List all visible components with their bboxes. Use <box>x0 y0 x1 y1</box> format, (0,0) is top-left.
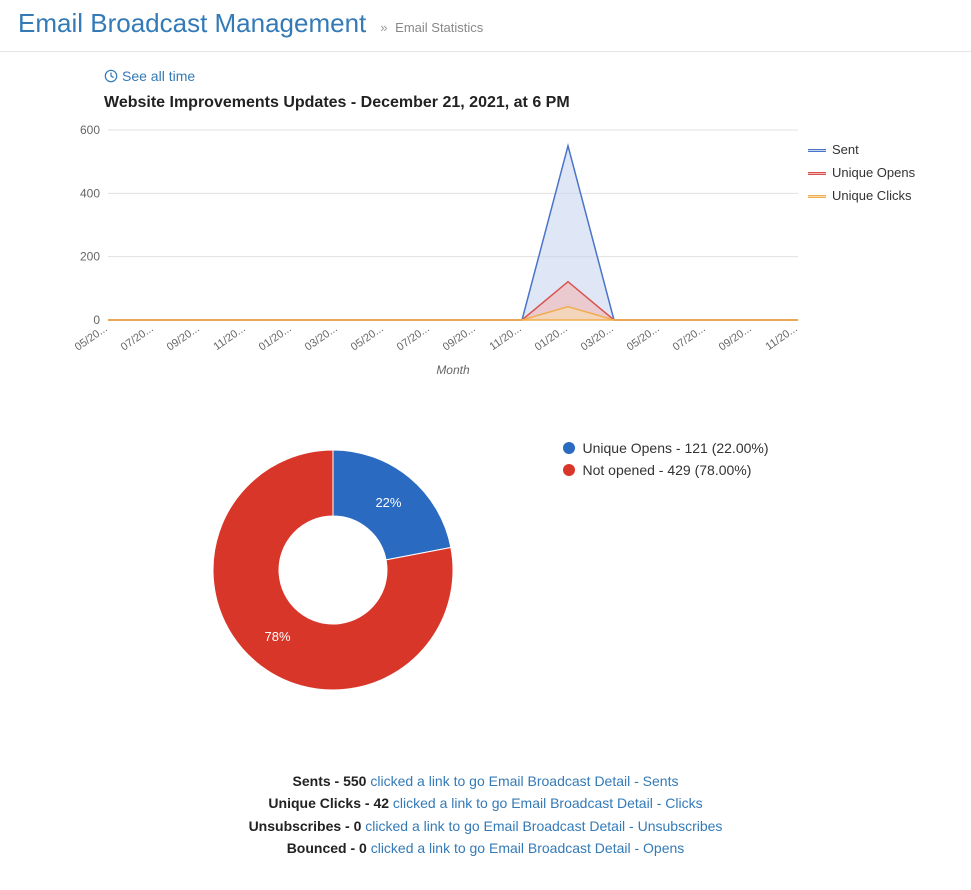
line-chart-title: Website Improvements Updates - December … <box>104 94 953 112</box>
legend-item[interactable]: Unique Clicks <box>808 188 915 203</box>
stat-line: Bounced - 0 clicked a link to go Email B… <box>18 837 953 859</box>
donut-chart: 22% 78% <box>203 440 463 700</box>
svg-text:05/20...: 05/20... <box>73 323 110 354</box>
svg-text:09/20...: 09/20... <box>717 323 754 354</box>
legend-swatch <box>808 149 826 152</box>
line-chart-legend: Sent Unique Opens Unique Clicks <box>808 142 915 211</box>
legend-label: Unique Clicks <box>832 188 911 203</box>
legend-dot <box>563 442 575 454</box>
svg-text:09/20...: 09/20... <box>165 323 202 354</box>
stat-label: Unsubscribes - 0 <box>249 818 366 834</box>
see-all-time-label: See all time <box>122 68 195 84</box>
svg-text:600: 600 <box>80 123 100 137</box>
svg-text:05/20...: 05/20... <box>625 323 662 354</box>
line-chart-container: 020040060005/20...07/20...09/20...11/20.… <box>18 120 953 380</box>
stat-link[interactable]: clicked a link to go Email Broadcast Det… <box>370 773 678 789</box>
svg-text:78%: 78% <box>264 629 290 644</box>
legend-item[interactable]: Sent <box>808 142 915 157</box>
svg-text:01/20...: 01/20... <box>533 323 570 354</box>
donut-legend-item[interactable]: Unique Opens - 121 (22.00%) <box>563 440 769 456</box>
svg-text:Month: Month <box>436 363 470 377</box>
svg-text:11/20...: 11/20... <box>211 323 247 353</box>
stat-line: Unsubscribes - 0 clicked a link to go Em… <box>18 815 953 837</box>
svg-text:200: 200 <box>80 250 100 264</box>
stat-link[interactable]: clicked a link to go Email Broadcast Det… <box>371 840 685 856</box>
svg-text:400: 400 <box>80 186 100 200</box>
stat-label: Bounced - 0 <box>287 840 371 856</box>
clock-icon <box>104 69 118 83</box>
line-chart: 020040060005/20...07/20...09/20...11/20.… <box>18 120 808 380</box>
stat-label: Unique Clicks - 42 <box>268 795 392 811</box>
legend-swatch <box>808 172 826 175</box>
legend-label: Sent <box>832 142 859 157</box>
svg-text:05/20...: 05/20... <box>349 323 386 354</box>
stat-line: Unique Clicks - 42 clicked a link to go … <box>18 792 953 814</box>
donut-chart-legend: Unique Opens - 121 (22.00%) Not opened - … <box>563 440 769 700</box>
svg-text:07/20...: 07/20... <box>119 323 156 354</box>
svg-text:22%: 22% <box>375 495 401 510</box>
donut-section: 22% 78% Unique Opens - 121 (22.00%) Not op… <box>18 440 953 700</box>
stat-link[interactable]: clicked a link to go Email Broadcast Det… <box>393 795 703 811</box>
svg-text:11/20...: 11/20... <box>763 323 799 353</box>
donut-legend-label: Unique Opens - 121 (22.00%) <box>583 440 769 456</box>
stats-summary: Sents - 550 clicked a link to go Email B… <box>18 770 953 860</box>
svg-text:07/20...: 07/20... <box>671 323 708 354</box>
legend-dot <box>563 464 575 476</box>
breadcrumb-current: Email Statistics <box>395 20 483 35</box>
legend-item[interactable]: Unique Opens <box>808 165 915 180</box>
svg-text:11/20...: 11/20... <box>487 323 523 353</box>
stat-label: Sents - 550 <box>293 773 371 789</box>
svg-text:07/20...: 07/20... <box>395 323 432 354</box>
breadcrumb: » Email Statistics <box>380 20 483 35</box>
svg-text:09/20...: 09/20... <box>441 323 478 354</box>
donut-legend-item[interactable]: Not opened - 429 (78.00%) <box>563 462 769 478</box>
see-all-time-link[interactable]: See all time <box>104 68 953 84</box>
donut-legend-label: Not opened - 429 (78.00%) <box>583 462 752 478</box>
svg-text:03/20...: 03/20... <box>303 323 340 354</box>
page-header: Email Broadcast Management » Email Stati… <box>0 0 971 52</box>
svg-text:03/20...: 03/20... <box>579 323 616 354</box>
svg-text:01/20...: 01/20... <box>257 323 294 354</box>
page-title: Email Broadcast Management <box>18 8 366 39</box>
stat-line: Sents - 550 clicked a link to go Email B… <box>18 770 953 792</box>
legend-label: Unique Opens <box>832 165 915 180</box>
stat-link[interactable]: clicked a link to go Email Broadcast Det… <box>365 818 722 834</box>
content-area: See all time Website Improvements Update… <box>0 52 971 890</box>
legend-swatch <box>808 195 826 198</box>
breadcrumb-separator: » <box>380 20 387 35</box>
